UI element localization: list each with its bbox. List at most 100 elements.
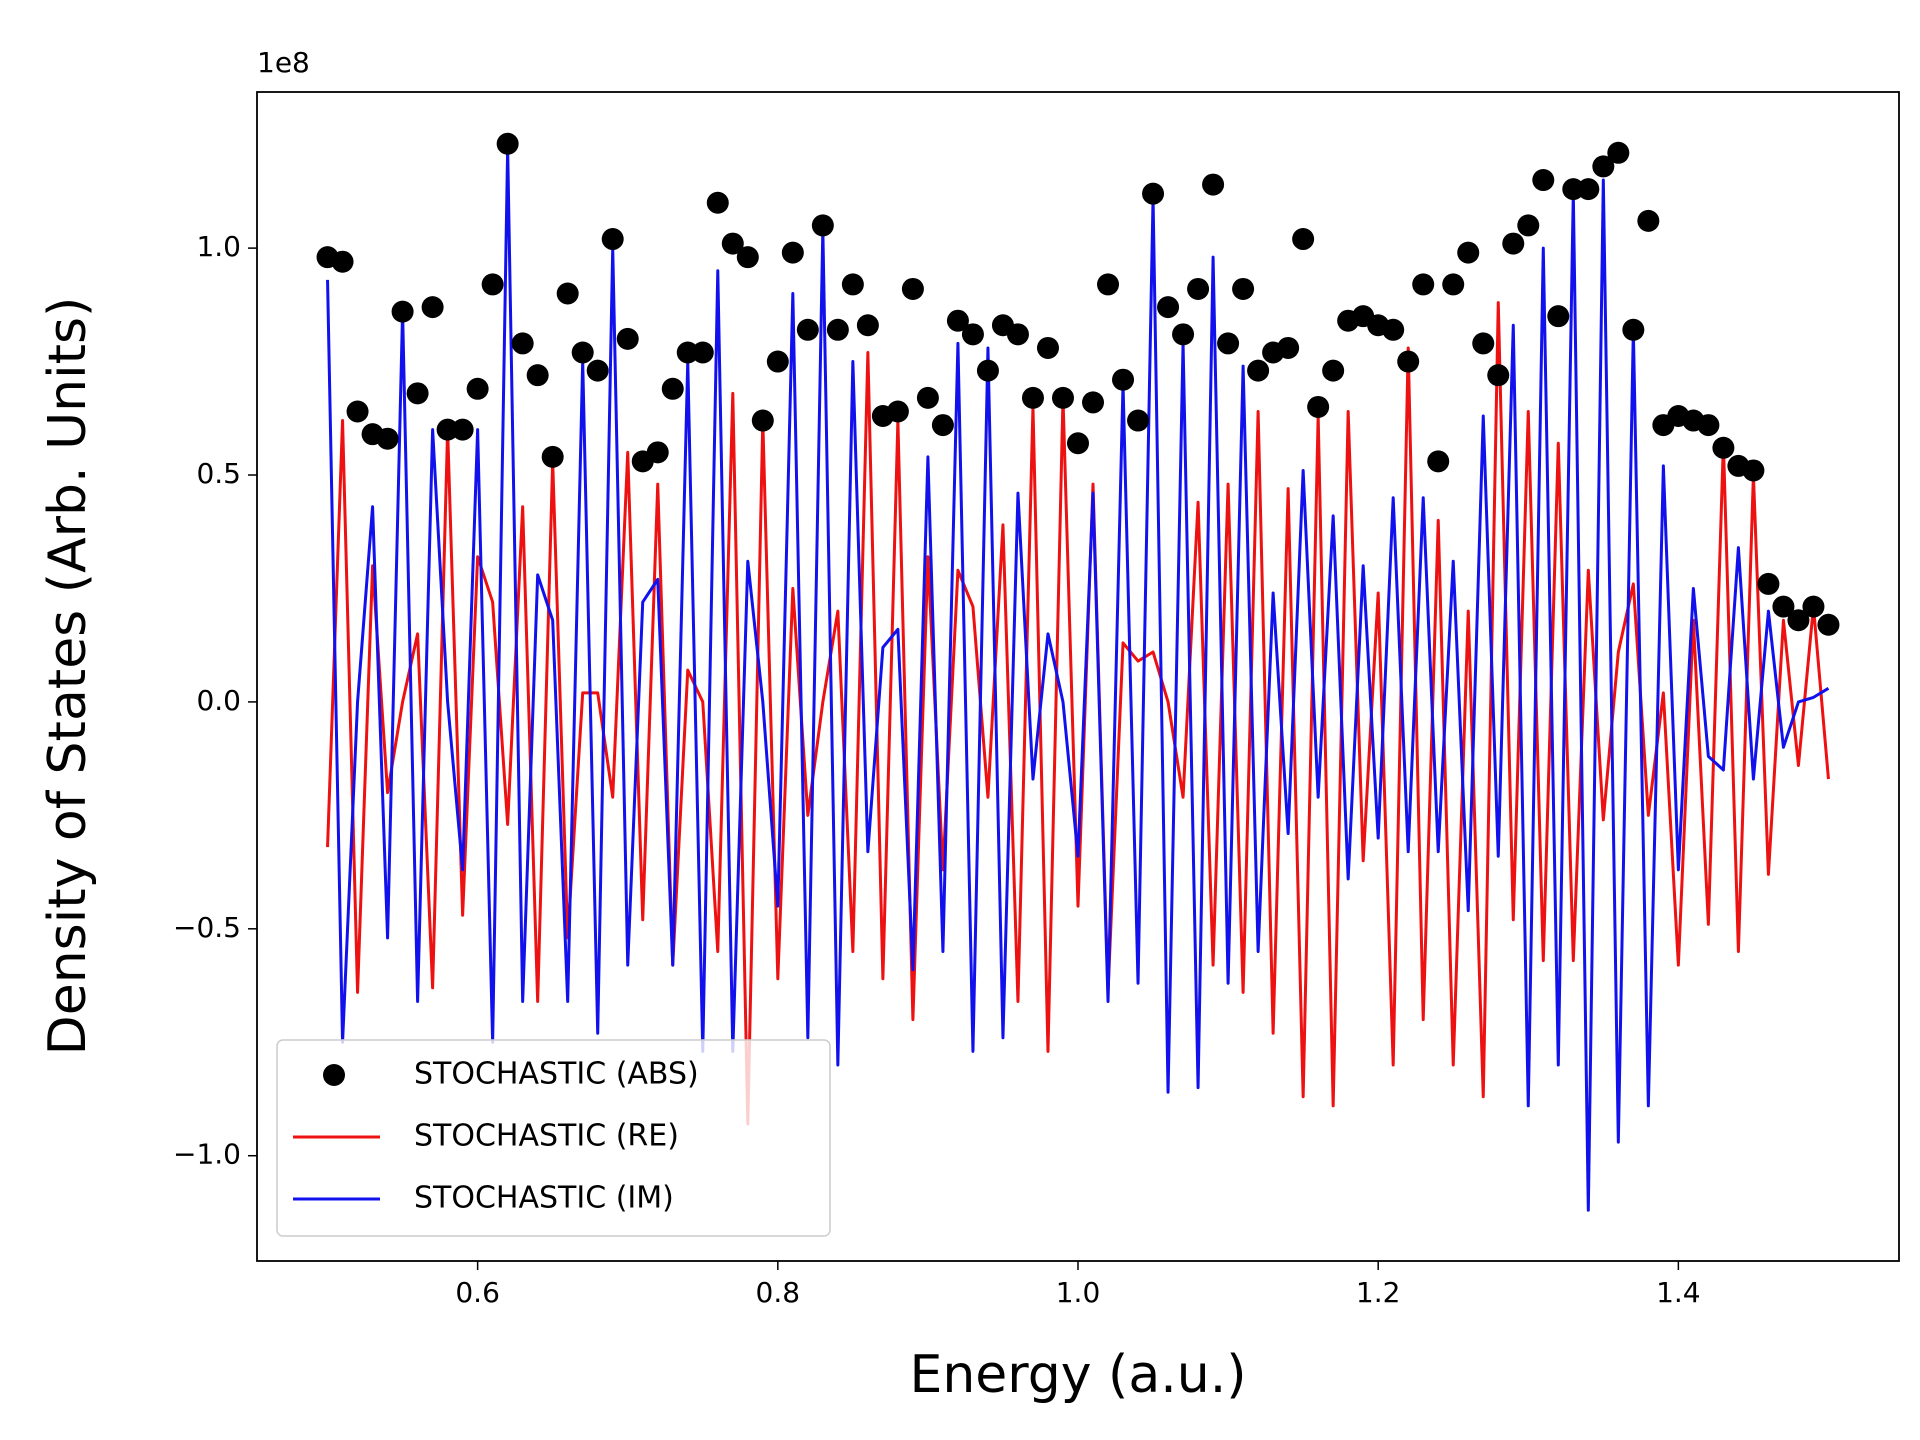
data-point [1397, 350, 1420, 373]
data-point [1232, 277, 1255, 300]
data-point [1277, 336, 1300, 359]
data-point [1097, 273, 1120, 296]
data-point [751, 409, 774, 432]
data-point [1502, 232, 1525, 255]
data-point [466, 377, 489, 400]
data-point [556, 282, 579, 305]
y-tick-label: −1.0 [173, 1138, 241, 1171]
data-point [1772, 595, 1795, 618]
data-point [1442, 273, 1465, 296]
data-point [346, 400, 369, 423]
legend-label: STOCHASTIC (ABS) [414, 1057, 699, 1092]
data-point [421, 296, 444, 319]
data-point [1472, 332, 1495, 355]
y-tick-label: 0.0 [196, 684, 241, 717]
data-point [1082, 391, 1105, 414]
data-point [856, 314, 879, 337]
x-tick-label: 1.2 [1356, 1276, 1401, 1309]
data-point [331, 250, 354, 273]
data-point [1307, 395, 1330, 418]
legend-box [276, 1039, 831, 1237]
data-point [901, 277, 924, 300]
data-point [721, 232, 744, 255]
data-point [691, 341, 714, 364]
x-tick-label: 0.6 [455, 1276, 500, 1309]
data-point [1622, 318, 1645, 341]
data-point [961, 323, 984, 346]
data-point [1697, 414, 1720, 437]
data-point [1187, 277, 1210, 300]
data-point [1127, 409, 1150, 432]
data-point [931, 414, 954, 437]
x-tick-label: 1.4 [1656, 1276, 1701, 1309]
x-tick-label: 1.0 [1056, 1276, 1101, 1309]
data-point [1712, 436, 1735, 459]
y-offset-label: 1e8 [257, 46, 310, 79]
data-point [811, 214, 834, 237]
x-tick-label: 0.8 [756, 1276, 801, 1309]
data-point [1112, 368, 1135, 391]
data-point [1427, 450, 1450, 473]
y-tick-label: 0.5 [196, 457, 241, 490]
legend-label: STOCHASTIC (IM) [414, 1181, 674, 1216]
data-point [586, 359, 609, 382]
data-point [766, 350, 789, 373]
data-point [841, 273, 864, 296]
data-point [526, 364, 549, 387]
data-point [1787, 609, 1810, 632]
y-tick-label: −0.5 [173, 911, 241, 944]
legend-label: STOCHASTIC (RE) [414, 1119, 679, 1154]
data-point [946, 309, 969, 332]
data-point [1006, 323, 1029, 346]
data-point [1412, 273, 1435, 296]
data-point [616, 327, 639, 350]
data-point [886, 400, 909, 423]
data-point [391, 300, 414, 323]
data-point [406, 382, 429, 405]
data-point [1051, 386, 1074, 409]
legend-marker [323, 1064, 345, 1086]
data-point [1382, 318, 1405, 341]
data-point [511, 332, 534, 355]
data-point [796, 318, 819, 341]
data-point [1067, 432, 1089, 455]
data-point [1487, 364, 1510, 387]
data-line [326, 301, 1830, 1126]
data-point [1172, 323, 1195, 346]
y-tick-label: 1.0 [196, 230, 241, 263]
plot-frame [256, 91, 1900, 1262]
data-point [1202, 173, 1225, 196]
data-point [1742, 459, 1765, 482]
data-point [916, 386, 939, 409]
data-point [1217, 332, 1240, 355]
data-point [1757, 572, 1780, 595]
data-point [781, 241, 804, 264]
data-point [1637, 209, 1660, 232]
data-point [451, 418, 474, 441]
data-point [706, 191, 729, 214]
data-point [1607, 141, 1630, 164]
y-axis-label: Density of States (Arb. Units) [38, 297, 98, 1056]
x-axis-label: Energy (a.u.) [909, 1345, 1246, 1405]
data-point [1036, 336, 1059, 359]
data-point [1457, 241, 1480, 264]
data-point [1592, 155, 1615, 178]
data-point [1577, 178, 1600, 201]
data-point [1142, 182, 1165, 205]
data-point [661, 377, 684, 400]
data-point [1547, 305, 1570, 328]
data-point [1802, 595, 1825, 618]
data-point [1517, 214, 1540, 237]
data-point [976, 359, 999, 382]
data-point [646, 441, 669, 464]
data-line [326, 146, 1830, 1212]
data-point [571, 341, 594, 364]
data-point [736, 246, 759, 269]
data-point [1322, 359, 1345, 382]
data-point [1292, 228, 1315, 251]
data-point [1532, 169, 1555, 192]
data-point [1247, 359, 1270, 382]
data-point [1817, 613, 1840, 636]
